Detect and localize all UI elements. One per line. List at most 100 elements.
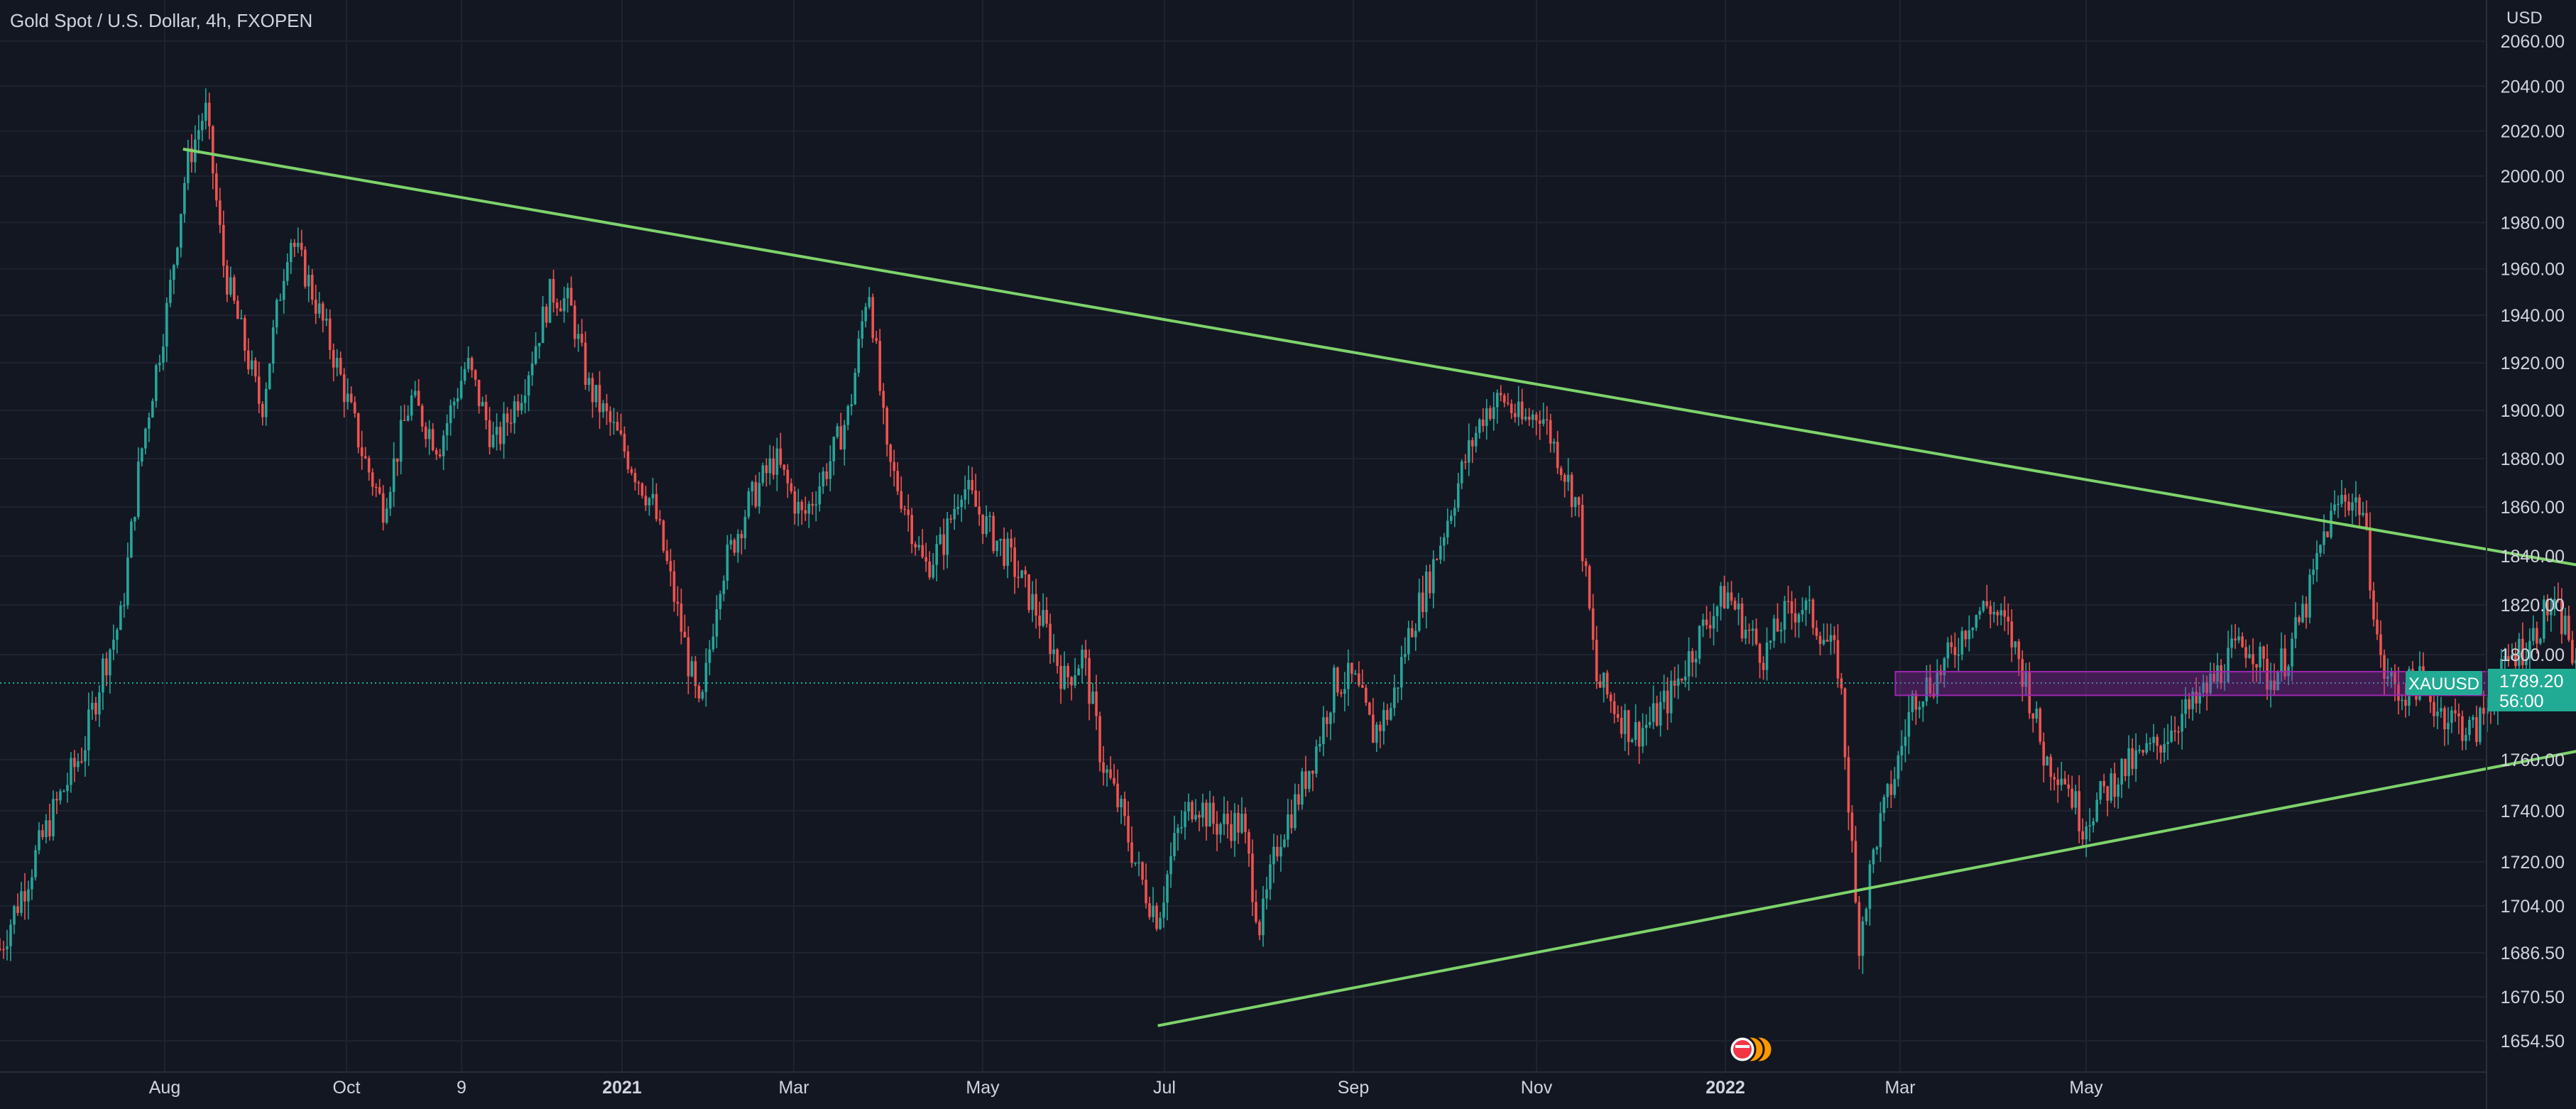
candle-body bbox=[413, 390, 417, 395]
candle-body bbox=[1024, 570, 1027, 575]
candle-body bbox=[243, 317, 246, 351]
candle-body bbox=[1478, 419, 1481, 433]
candle-body bbox=[598, 385, 601, 413]
candle-body bbox=[2550, 608, 2553, 616]
candle-body bbox=[1971, 628, 1975, 630]
candle-body bbox=[257, 376, 261, 404]
candle-body bbox=[2010, 621, 2014, 648]
candle-body bbox=[1223, 814, 1226, 824]
candle-body bbox=[619, 430, 623, 435]
candle-body bbox=[1244, 814, 1247, 833]
chart-title: Gold Spot / U.S. Dollar, 4h, FXOPEN bbox=[10, 10, 313, 31]
candle-body bbox=[2344, 495, 2347, 502]
price-tick-label: 2060.00 bbox=[2501, 32, 2565, 52]
candle-body bbox=[1698, 625, 1701, 659]
candle-body bbox=[87, 709, 90, 750]
candle-body bbox=[94, 702, 97, 715]
candle-body bbox=[1294, 794, 1297, 829]
candle-body bbox=[360, 447, 364, 457]
candle-body bbox=[1315, 746, 1318, 774]
time-tick-label: Mar bbox=[778, 1078, 809, 1098]
candle-body bbox=[971, 480, 973, 491]
candle-body bbox=[2358, 497, 2361, 515]
candle-body bbox=[180, 214, 182, 248]
candle-body bbox=[1290, 814, 1293, 829]
candle-body bbox=[2056, 779, 2060, 785]
candle-body bbox=[1808, 599, 1811, 601]
time-tick-label: 9 bbox=[457, 1078, 466, 1098]
time-tick-label: Jul bbox=[1153, 1078, 1176, 1098]
candle-body bbox=[2333, 504, 2336, 511]
candle-body bbox=[2127, 748, 2130, 777]
candle-body bbox=[1336, 667, 1339, 693]
candle-body bbox=[1531, 414, 1534, 420]
candle-body bbox=[1116, 783, 1119, 808]
candle-body bbox=[1095, 692, 1098, 716]
candle-body bbox=[1765, 643, 1769, 670]
candle-body bbox=[2102, 781, 2106, 787]
candle-body bbox=[2255, 664, 2258, 668]
candle-body bbox=[77, 761, 80, 767]
candle-body bbox=[321, 303, 324, 321]
candle-body bbox=[1365, 687, 1368, 703]
candle-body bbox=[921, 545, 924, 557]
candle-body bbox=[1045, 610, 1048, 624]
candle-body bbox=[1435, 559, 1439, 561]
candle-body bbox=[2351, 502, 2354, 511]
candle-body bbox=[988, 515, 991, 517]
candle-body bbox=[1358, 673, 1360, 686]
candle-body bbox=[2514, 654, 2517, 667]
candle-body bbox=[2241, 636, 2244, 648]
candle-body bbox=[2390, 671, 2393, 677]
candle-body bbox=[2003, 610, 2007, 617]
candle-body bbox=[253, 360, 257, 377]
candle-body bbox=[1421, 592, 1424, 613]
candle-body bbox=[942, 534, 946, 555]
candle-body bbox=[62, 791, 65, 792]
support-trendline[interactable] bbox=[1157, 571, 2576, 1027]
candle-body bbox=[2195, 692, 2198, 704]
candle-body bbox=[1495, 393, 1499, 408]
candle-body bbox=[264, 388, 268, 417]
candle-body bbox=[1833, 635, 1836, 640]
candle-body bbox=[2379, 634, 2382, 655]
candle-body bbox=[687, 637, 690, 677]
candle-body bbox=[1737, 603, 1740, 610]
candle-body bbox=[2443, 708, 2446, 730]
candle-body bbox=[1740, 603, 1744, 639]
candle-body bbox=[1198, 814, 1201, 818]
candle-body bbox=[173, 265, 175, 280]
candle-body bbox=[431, 429, 435, 451]
candle-body bbox=[577, 334, 580, 339]
candle-body bbox=[2465, 735, 2467, 741]
candle-body bbox=[1379, 724, 1382, 731]
candle-body bbox=[914, 544, 917, 547]
candle-body bbox=[1541, 419, 1545, 424]
price-axis[interactable]: 2060.00 2040.00 2020.00 2000.00 1980.00 1960.… bbox=[2406, 0, 2576, 1109]
candle-body bbox=[1886, 784, 1889, 797]
candle-body bbox=[1474, 432, 1478, 447]
candle-body bbox=[722, 580, 726, 594]
candle-body bbox=[640, 483, 644, 496]
resistance-trendline[interactable] bbox=[182, 148, 2576, 747]
candle-body bbox=[1566, 474, 1570, 482]
economic-events[interactable] bbox=[1728, 1035, 1774, 1064]
candle-body bbox=[839, 426, 843, 450]
candle-body bbox=[1957, 654, 1960, 656]
candle-body bbox=[1762, 662, 1765, 670]
candle-body bbox=[804, 510, 807, 514]
candle-body bbox=[1237, 812, 1240, 833]
candle-body bbox=[1375, 724, 1378, 743]
candle-body bbox=[2209, 673, 2212, 694]
time-axis[interactable]: Aug Oct 9 2021 Mar May Jul Sep Nov 2022 Mar May bbox=[0, 1071, 2487, 1098]
candle-body bbox=[2117, 784, 2120, 797]
candle-body bbox=[261, 403, 264, 417]
candle-body bbox=[1794, 613, 1797, 623]
candle-body bbox=[2166, 741, 2169, 745]
candle-body bbox=[176, 247, 179, 266]
candle-body bbox=[2543, 599, 2545, 639]
candle-body bbox=[1035, 594, 1037, 616]
candle-body bbox=[2170, 730, 2173, 742]
candle-body bbox=[992, 515, 995, 552]
